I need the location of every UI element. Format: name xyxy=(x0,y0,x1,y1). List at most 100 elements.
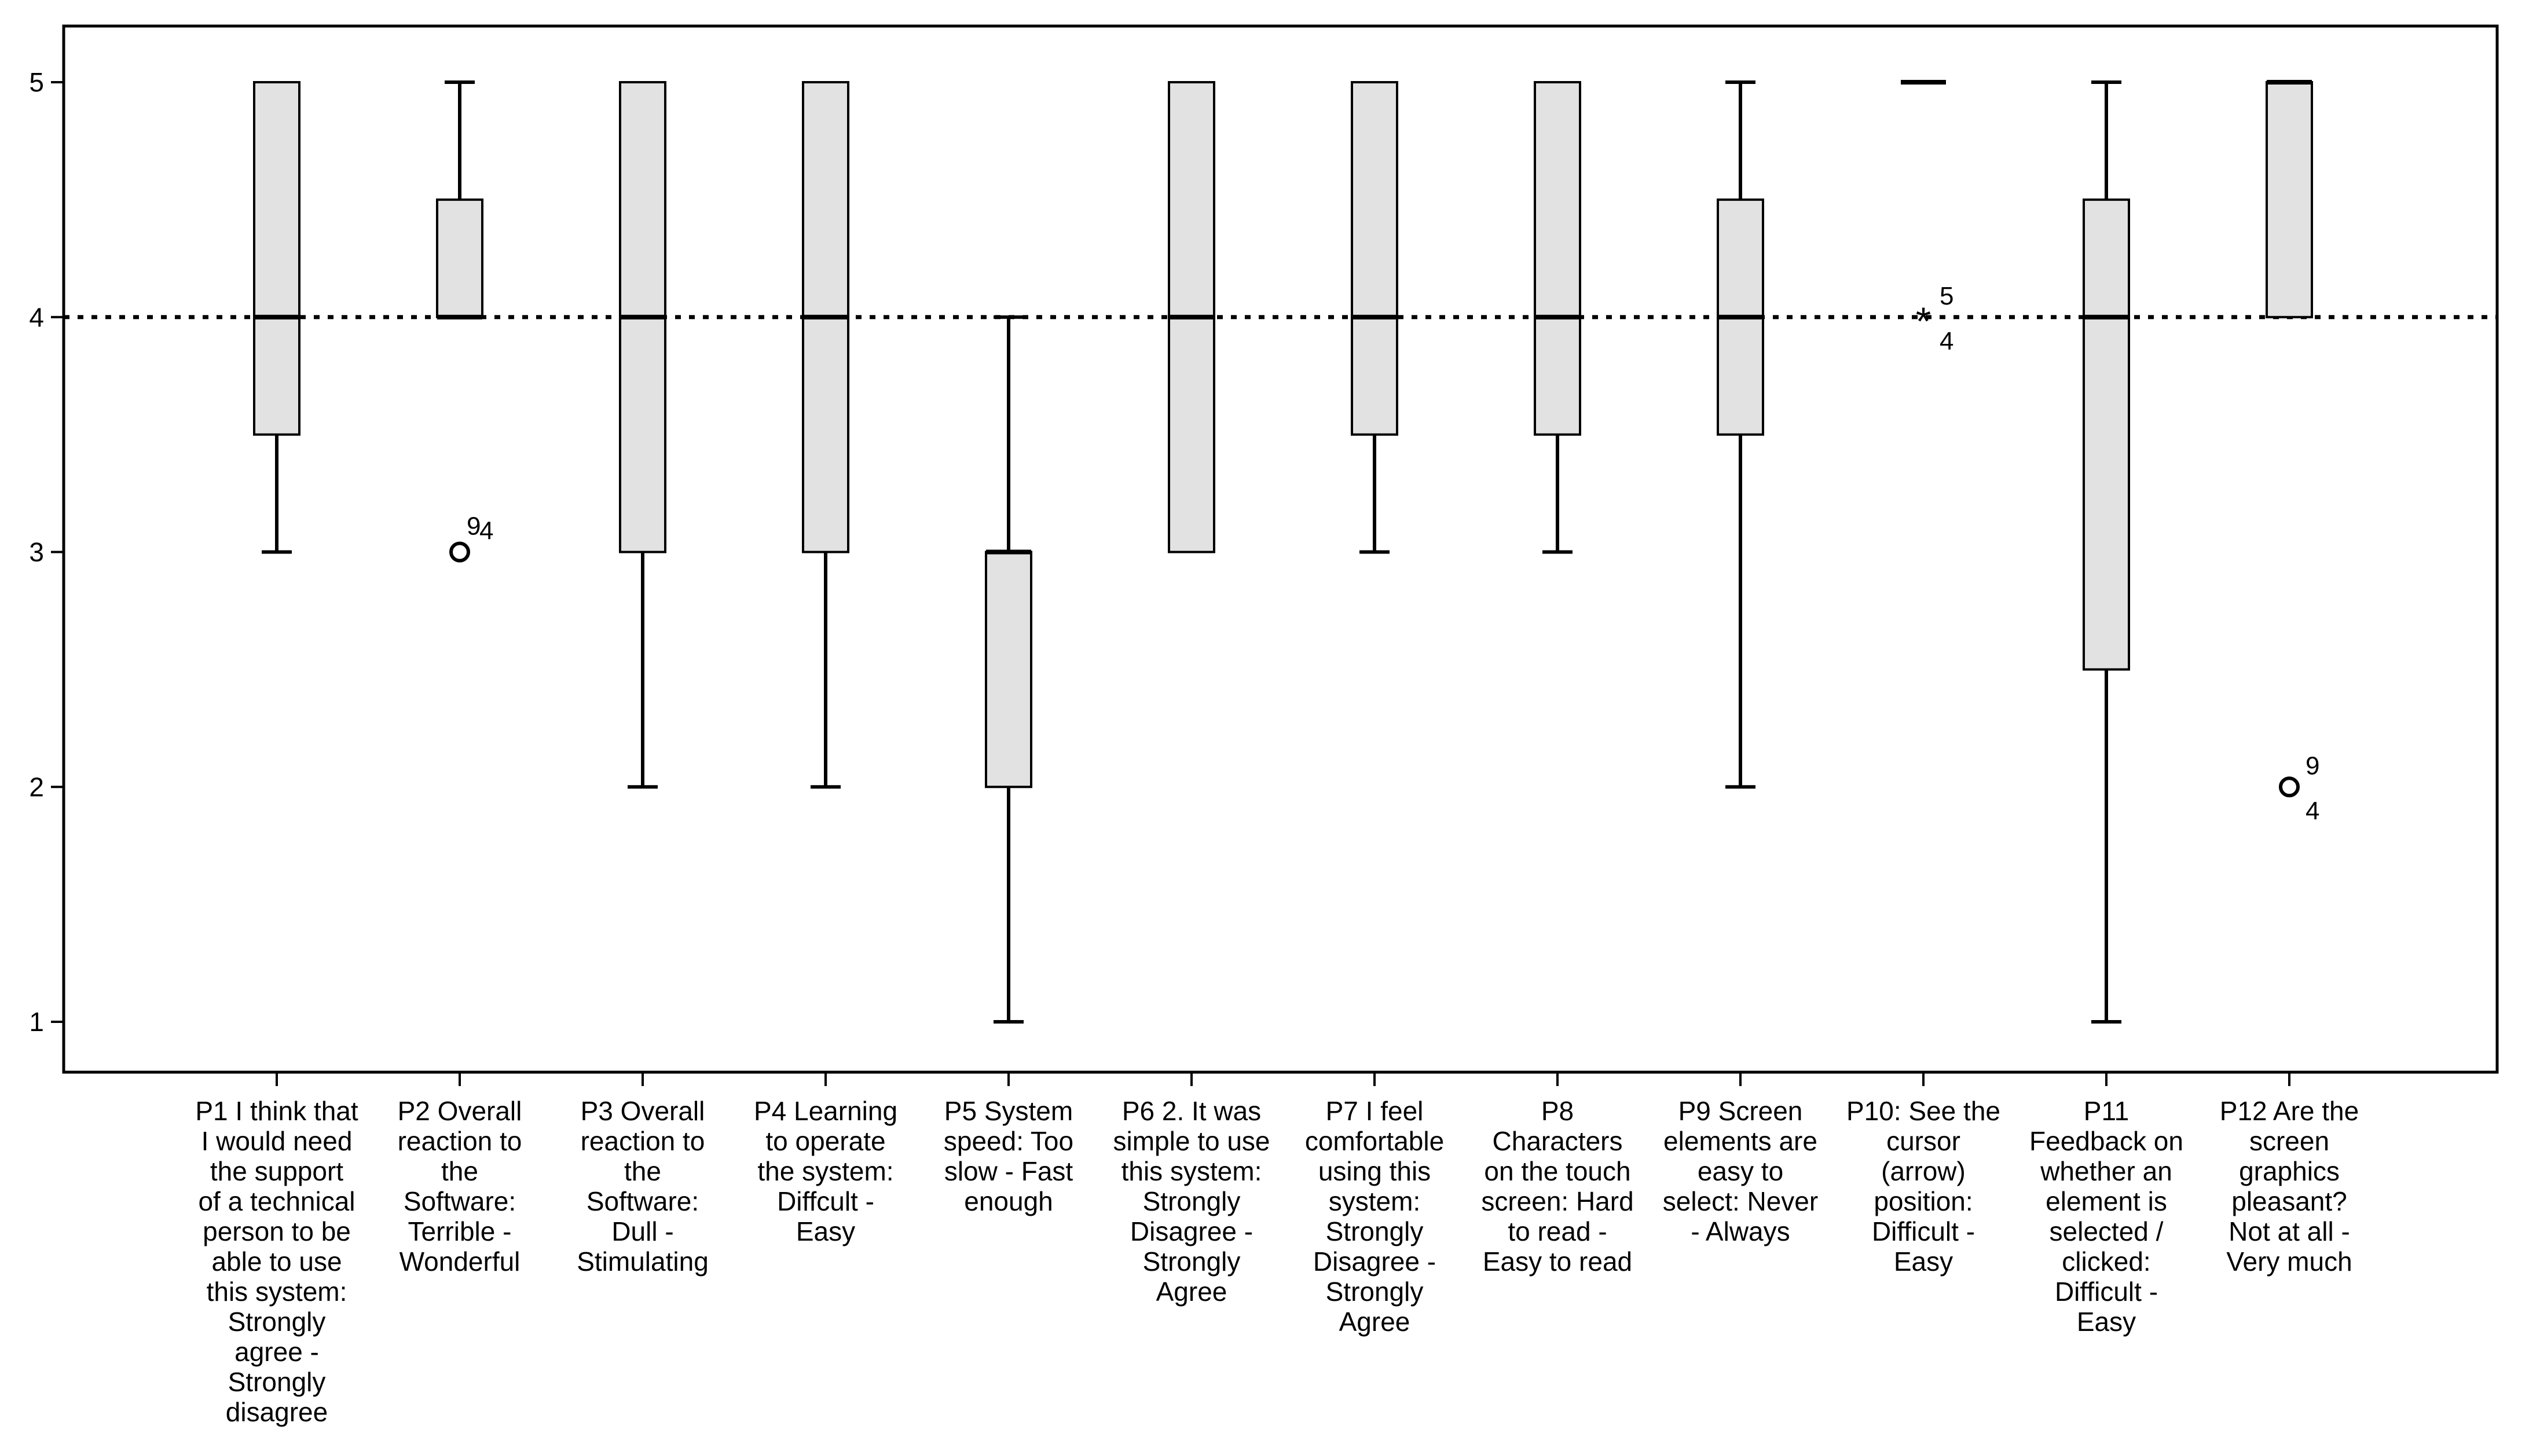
x-tick-label: P1 I think that I would need the support of… xyxy=(195,1096,358,1427)
x-tick-label-line: Characters xyxy=(1493,1126,1623,1156)
x-tick-label-line: Easy xyxy=(796,1216,855,1246)
box-group xyxy=(619,81,666,789)
x-tick-label-line: Feedback on xyxy=(2029,1126,2183,1156)
x-tick-label: P2 Overall reaction to the Software: Terribl… xyxy=(398,1096,522,1277)
box-group: * 5 4 xyxy=(1901,80,1953,355)
x-tick-label-line: person to be xyxy=(203,1216,351,1246)
x-tick-label-line: Difficult - xyxy=(2055,1277,2158,1307)
x-tick-label-line: Strongly xyxy=(1143,1186,1241,1216)
x-tick-label-line: P4 Learning xyxy=(754,1096,897,1126)
box-group xyxy=(1717,80,1764,789)
x-tick-label-line: Very much xyxy=(2226,1246,2352,1277)
x-tick-label-line: Strongly xyxy=(1143,1246,1241,1277)
x-tick-label-line: Dull - xyxy=(611,1216,673,1246)
x-tick-label-line: Disagree - xyxy=(1313,1246,1436,1277)
x-tick-label-line: to read - xyxy=(1508,1216,1607,1246)
x-tick-label-line: of a technical xyxy=(198,1186,355,1216)
x-tick-label-line: clicked: xyxy=(2062,1246,2150,1277)
x-tick-label-line: Strongly xyxy=(1326,1216,1424,1246)
x-tick-label-line: cursor xyxy=(1886,1126,1960,1156)
x-tick-label-line: Software: xyxy=(404,1186,516,1216)
x-tick-label-line: system: xyxy=(1329,1186,1420,1216)
x-tick-label-line: Diffcult - xyxy=(777,1186,874,1216)
x-tick-label-line: Difficult - xyxy=(1872,1216,1975,1246)
x-tick-label-line: screen: Hard xyxy=(1481,1186,1633,1216)
x-tick-label-line: Stimulating xyxy=(577,1246,709,1277)
iqr-box xyxy=(985,551,1032,788)
x-tick-label-line: pleasant? xyxy=(2231,1186,2347,1216)
box-group xyxy=(985,315,1032,1024)
x-tick-label-line: (arrow) xyxy=(1881,1156,1966,1186)
x-tick-label: P7 I feel comfortable using this system: Str… xyxy=(1305,1096,1444,1337)
x-tick-label-line: P12 Are the xyxy=(2220,1096,2359,1126)
x-tick-label: P4 Learning to operate the system: Diffcult… xyxy=(754,1096,897,1246)
x-tick-label-line: Software: xyxy=(587,1186,699,1216)
x-tick-label: P5 System speed: Too slow - Fast enough xyxy=(944,1096,1073,1216)
plot-frame xyxy=(62,24,2499,1074)
x-tick-label-line: Agree xyxy=(1339,1307,1410,1337)
box-group: 94 xyxy=(436,80,493,563)
x-tick-label-line: P3 Overall xyxy=(581,1096,705,1126)
x-tick-label: P3 Overall reaction to the Software: Dull -S… xyxy=(577,1096,709,1277)
x-tick-label-line: elements are xyxy=(1663,1126,1817,1156)
x-tick-label-line: P9 Screen xyxy=(1678,1096,1803,1126)
x-tick-label-line: on the touch xyxy=(1484,1156,1630,1186)
x-tick-label-line: disagree xyxy=(226,1397,328,1427)
x-tick-label-line: the xyxy=(624,1156,661,1186)
x-tick-label-line: P11 xyxy=(2084,1096,2129,1126)
x-tick-label-line: P10: See the xyxy=(1846,1096,2000,1126)
x-tick-label-line: P2 Overall xyxy=(398,1096,522,1126)
y-tick-label: 4 xyxy=(29,302,44,332)
iqr-box xyxy=(253,81,300,436)
x-axis: P1 I think that I would need the support of… xyxy=(195,1072,2359,1427)
x-tick-label-line: slow - Fast xyxy=(944,1156,1073,1186)
x-tick-label-line: this system: xyxy=(1121,1156,1262,1186)
x-tick-label-line: Terrible - xyxy=(408,1216,512,1246)
x-tick-label-line: Disagree - xyxy=(1130,1216,1253,1246)
x-tick-label-line: Strongly xyxy=(228,1307,326,1337)
x-tick-label: P10: See the cursor (arrow) position: Diffic… xyxy=(1846,1096,2000,1277)
x-tick-label-line: P5 System xyxy=(944,1096,1073,1126)
x-tick-label-line: P7 I feel xyxy=(1326,1096,1424,1126)
x-tick-label-line: comfortable xyxy=(1305,1126,1444,1156)
outlier-case-label: 4 xyxy=(1940,327,1953,355)
x-tick-label-line: whether an xyxy=(2040,1156,2172,1186)
x-tick-label-line: the xyxy=(441,1156,478,1186)
x-tick-label-line: reaction to xyxy=(398,1126,522,1156)
x-tick-label-line: this system: xyxy=(207,1277,347,1307)
x-tick-label-line: Not at all - xyxy=(2229,1216,2350,1246)
x-tick-label-line: P8 xyxy=(1541,1096,1574,1126)
x-tick-label-line: Easy xyxy=(2077,1307,2136,1337)
iqr-box xyxy=(2083,198,2130,671)
x-tick-label-line: Wonderful xyxy=(399,1246,521,1277)
outlier-star: * xyxy=(1916,299,1931,343)
box-group xyxy=(802,81,849,789)
outlier-case-label: 9 xyxy=(2306,751,2319,780)
x-tick-label: P9 Screen elements are easy to select: Neve… xyxy=(1663,1096,1818,1246)
x-tick-label-line: Easy xyxy=(1894,1246,1953,1277)
x-tick-label-line: selected / xyxy=(2050,1216,2164,1246)
x-tick-label-line: P6 2. It was xyxy=(1122,1096,1261,1126)
iqr-box xyxy=(2266,81,2313,318)
y-tick-label: 5 xyxy=(29,67,44,97)
outlier-case-label: 9 xyxy=(467,512,481,541)
iqr-box xyxy=(436,198,483,318)
x-tick-label-line: - Always xyxy=(1691,1216,1790,1246)
y-tick-label: 2 xyxy=(29,772,44,802)
outlier-case-label: 4 xyxy=(479,517,493,545)
x-tick-label-line: to operate xyxy=(765,1126,885,1156)
x-tick-label-line: speed: Too xyxy=(944,1126,1073,1156)
y-tick-label: 3 xyxy=(29,537,44,567)
x-tick-label-line: the support xyxy=(210,1156,343,1186)
x-tick-label-line: I would need xyxy=(201,1126,353,1156)
x-tick-label-line: Agree xyxy=(1156,1277,1227,1307)
x-tick-label-line: enough xyxy=(964,1186,1053,1216)
box-group xyxy=(1351,81,1398,554)
x-tick-label: P12 Are the screen graphics pleasant? Not at… xyxy=(2220,1096,2359,1277)
x-tick-label-line: the system: xyxy=(757,1156,893,1186)
x-tick-label-line: Strongly xyxy=(1326,1277,1424,1307)
x-tick-label-line: Easy to read xyxy=(1483,1246,1632,1277)
outlier-circle xyxy=(449,541,470,563)
